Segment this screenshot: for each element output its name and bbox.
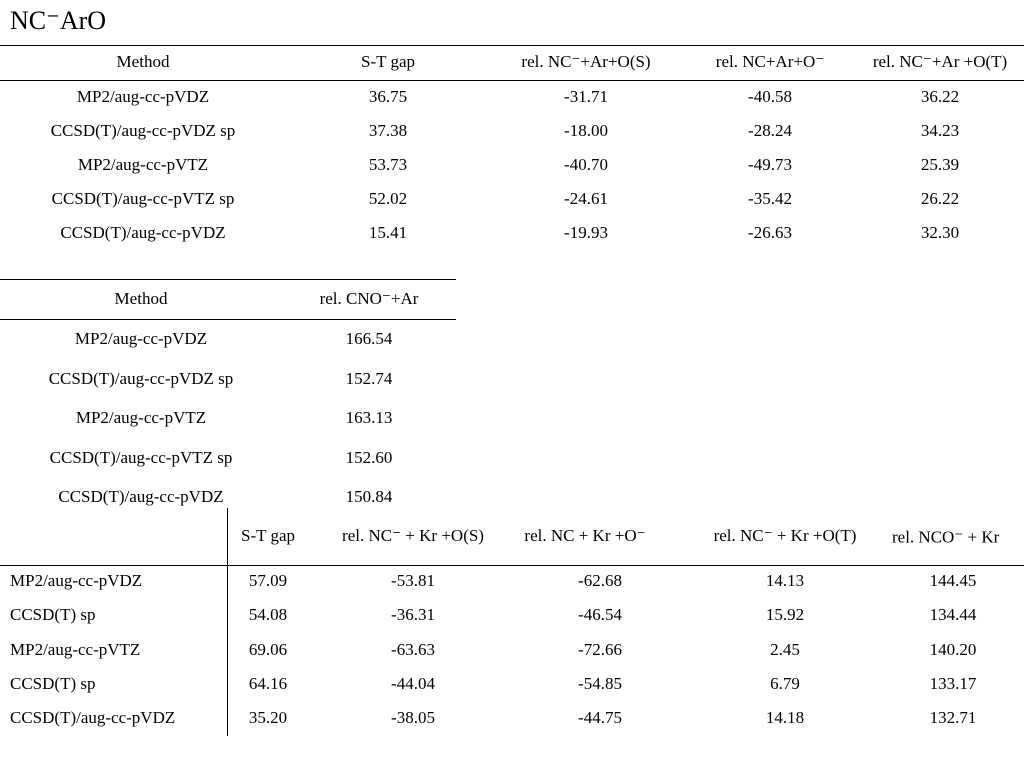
cell: 25.39 — [920, 155, 960, 174]
cell: 34.23 — [920, 121, 960, 140]
cell: -26.63 — [748, 223, 792, 242]
cell: -31.71 — [564, 87, 608, 106]
rule — [0, 565, 1024, 566]
cell: -28.24 — [748, 121, 792, 140]
header-cell: rel. NC⁻+Ar +O(T) — [872, 52, 1008, 71]
rule — [0, 45, 1024, 46]
cell: -44.04 — [391, 673, 435, 693]
cell: CCSD(T)/aug-cc-pVTZ sp — [51, 189, 235, 208]
cell: 57.09 — [248, 571, 288, 590]
cell: CCSD(T)/aug-cc-pVDZ — [10, 708, 176, 728]
cell: -24.61 — [564, 189, 608, 208]
page-title: NC⁻ArO — [10, 6, 107, 35]
cell: 52.02 — [368, 189, 408, 208]
cell: -40.58 — [748, 87, 792, 106]
header-cell: rel. NCO⁻ + Kr — [892, 527, 1000, 547]
rule — [0, 319, 456, 320]
cell: CCSD(T) sp — [10, 673, 96, 693]
header-cell: rel. NC⁻ + Kr +O(T) — [713, 526, 857, 545]
rule — [0, 279, 456, 280]
cell: MP2/aug-cc-pVTZ — [75, 408, 207, 427]
cell: 14.13 — [765, 571, 805, 590]
cell: 54.08 — [248, 605, 288, 625]
cell: 26.22 — [920, 189, 960, 208]
header-cell: rel. CNO⁻+Ar — [319, 289, 419, 308]
cell: 133.17 — [929, 673, 977, 693]
cell: -38.05 — [391, 708, 435, 728]
header-cell: rel. NC+Ar+O⁻ — [715, 52, 825, 71]
header-cell: Method — [116, 52, 170, 71]
header-cell: rel. NC + Kr +O⁻ — [524, 526, 646, 545]
cell: -44.75 — [578, 708, 622, 728]
cell: CCSD(T) sp — [10, 605, 96, 625]
header-cell: rel. NC⁻ + Kr +O(S) — [342, 526, 484, 545]
rule — [0, 80, 1024, 81]
cell: 35.20 — [248, 708, 288, 728]
cell: 69.06 — [248, 639, 288, 659]
cell: 14.18 — [765, 708, 805, 728]
header-cell: S-T gap — [361, 52, 415, 71]
cell: 132.71 — [929, 708, 977, 728]
cell: -46.54 — [578, 605, 622, 625]
rule — [227, 508, 228, 736]
cell: CCSD(T)/aug-cc-pVDZ — [58, 487, 224, 506]
cell: 6.79 — [770, 673, 800, 693]
cell: -54.85 — [578, 673, 622, 693]
cell: CCSD(T)/aug-cc-pVDZ sp — [48, 368, 234, 388]
cell: -62.68 — [578, 571, 622, 590]
cell: -40.70 — [564, 155, 608, 174]
cell: -36.31 — [391, 605, 435, 625]
cell: 37.38 — [368, 121, 408, 140]
cell: -49.73 — [748, 155, 792, 174]
cell: MP2/aug-cc-pVTZ — [77, 155, 209, 174]
cell: 64.16 — [248, 673, 288, 693]
header-cell: Method — [114, 289, 168, 308]
cell: 32.30 — [920, 223, 960, 242]
cell: 152.60 — [345, 447, 393, 467]
cell: 2.45 — [770, 639, 800, 659]
cell: -35.42 — [748, 189, 792, 208]
cell: 36.22 — [920, 87, 960, 106]
header-cell: rel. NC⁻+Ar+O(S) — [521, 52, 651, 71]
cell: 152.74 — [345, 368, 393, 388]
cell: 15.92 — [765, 605, 805, 625]
cell: MP2/aug-cc-pVDZ — [76, 87, 210, 106]
cell: 140.20 — [929, 639, 977, 659]
header-cell: S-T gap — [241, 526, 295, 545]
cell: -63.63 — [391, 639, 435, 659]
cell: 53.73 — [368, 155, 408, 174]
cell: 15.41 — [368, 223, 408, 242]
cell: 150.84 — [345, 487, 393, 506]
cell: 166.54 — [345, 329, 393, 348]
cell: 163.13 — [345, 408, 393, 427]
cell: -72.66 — [578, 639, 622, 659]
cell: 134.44 — [929, 605, 977, 625]
cell: -19.93 — [564, 223, 608, 242]
cell: 144.45 — [929, 571, 977, 590]
cell: CCSD(T)/aug-cc-pVDZ — [60, 223, 226, 242]
cell: -53.81 — [391, 571, 435, 590]
cell: -18.00 — [564, 121, 608, 140]
cell: MP2/aug-cc-pVDZ — [10, 571, 143, 590]
cell: 36.75 — [368, 87, 408, 106]
cell: MP2/aug-cc-pVTZ — [10, 639, 141, 659]
cell: CCSD(T)/aug-cc-pVTZ sp — [49, 447, 233, 467]
cell: MP2/aug-cc-pVDZ — [74, 329, 208, 348]
cell: CCSD(T)/aug-cc-pVDZ sp — [50, 121, 236, 140]
